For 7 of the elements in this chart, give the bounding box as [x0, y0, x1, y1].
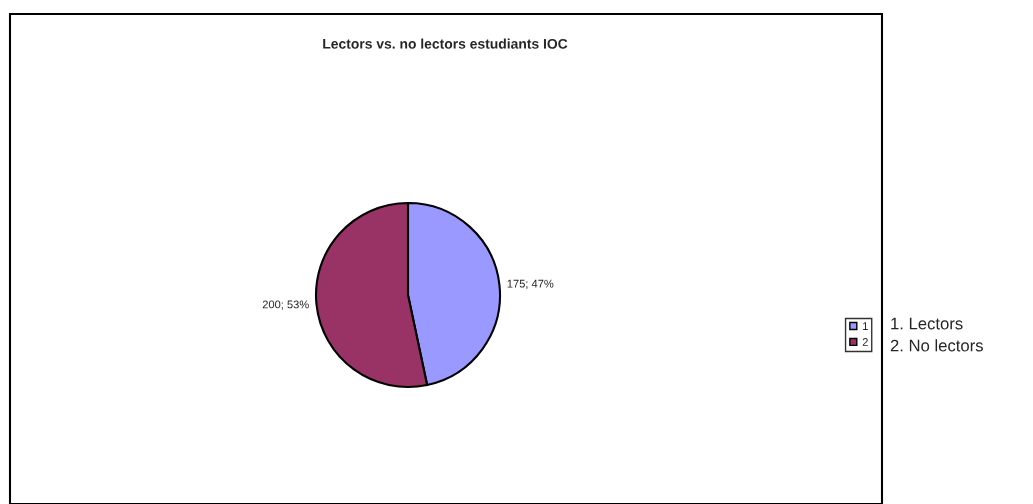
legend-label: 1: [863, 322, 868, 330]
data-label: 175; 47%: [507, 279, 554, 289]
text: 2. No lectors: [890, 339, 983, 352]
legend-label: 2: [862, 338, 868, 346]
text: 1. Lectors: [891, 317, 963, 330]
chart-title: Lectors vs. no lectors estudiants IOC: [323, 38, 568, 49]
data-label: 200; 53%: [262, 300, 309, 310]
